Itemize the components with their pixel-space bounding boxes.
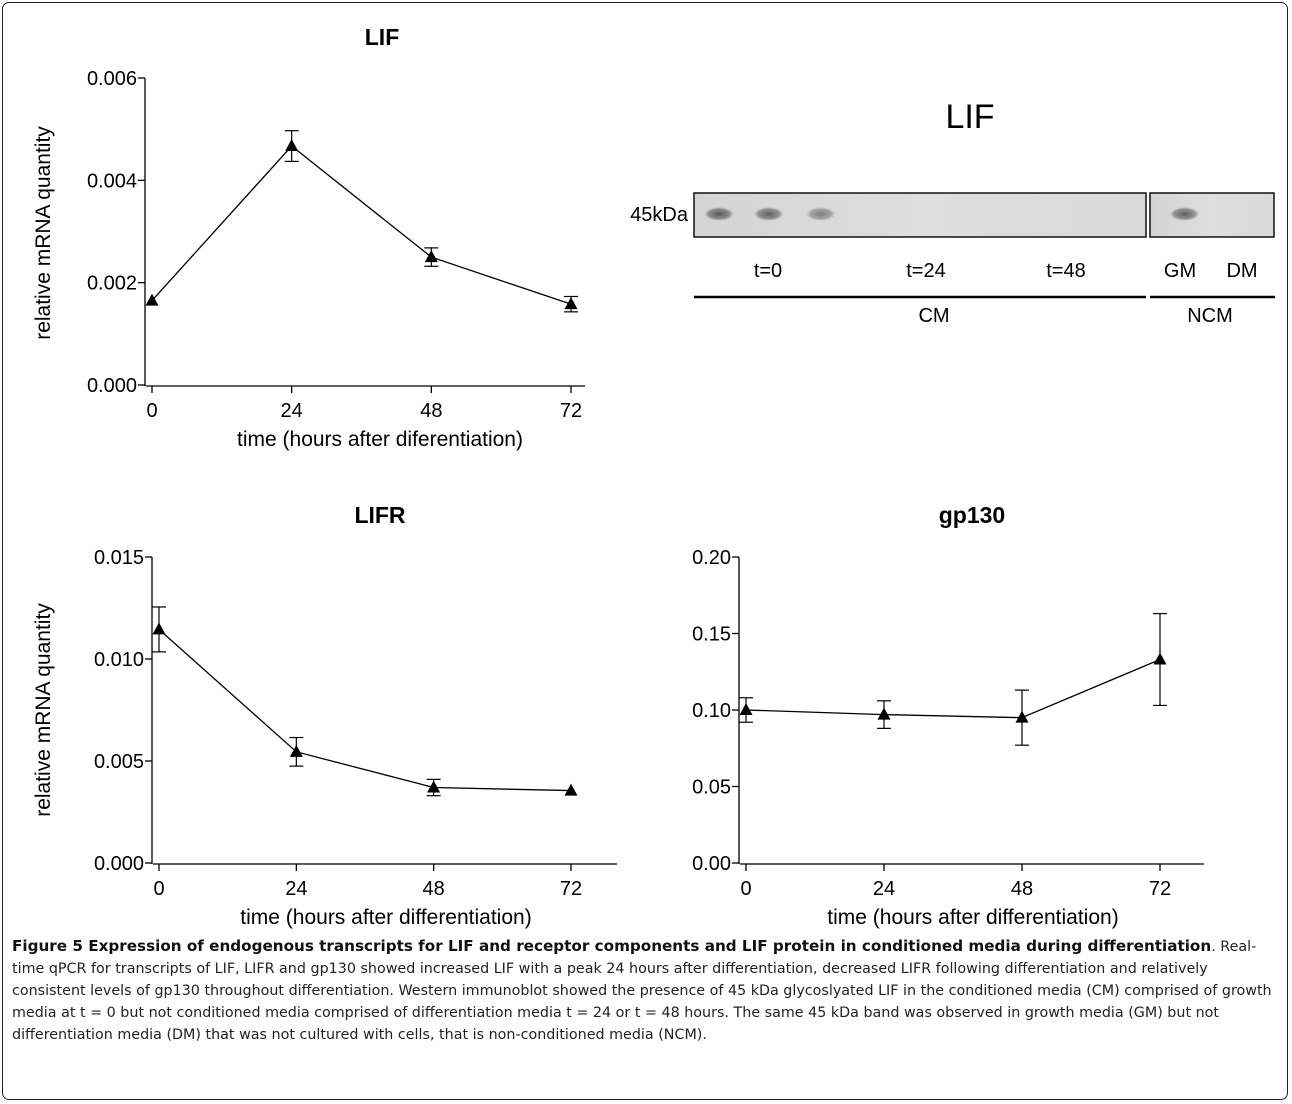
blot-panel-ncm [1149,192,1275,238]
x-tick-label: 24 [873,878,895,900]
figure-caption: Figure 5 Expression of endogenous transc… [12,935,1280,1046]
x-tick-label: 72 [560,400,582,422]
x-tick-label: 0 [740,878,751,900]
chart-lifr: LIFR relative mRNA quantity time (hours … [32,502,617,929]
chart-gp130: gp130 time (hours after differentiation)… [692,502,1204,929]
y-tick-label: 0.000 [94,853,144,875]
y-tick-label: 0.00 [692,853,731,875]
y-axis-label: relative mRNA quantity [32,603,55,817]
data-point [289,744,303,757]
data-point [877,707,891,720]
blot-size-label: 45kDa [630,204,689,226]
data-point [285,139,299,152]
series-line [745,658,1161,719]
y-tick-label: 0.006 [87,68,137,90]
y-tick-label: 0.20 [692,547,731,569]
chart-lif: LIF relative mRNA quantity time (hours a… [32,24,585,451]
x-tick-label: 72 [560,878,582,900]
plot-area: 0.00 0.05 0.10 0.15 0.20 0 24 48 72 [692,547,1204,900]
data-point [427,780,441,793]
x-axis-label: time (hours after differentiation) [240,906,531,929]
y-tick-label: 0.005 [94,751,144,773]
y-tick-label: 0.10 [692,700,731,722]
lane-label-gm: GM [1164,260,1196,282]
blot-band [1169,207,1200,221]
x-axis-label: time (hours after differentiation) [827,906,1118,929]
caption-title: Figure 5 Expression of endogenous transc… [12,937,1212,955]
blot-band [753,207,784,221]
lane-label-t0: t=0 [754,260,782,282]
x-tick-label: 24 [281,400,303,422]
y-tick-label: 0.05 [692,777,731,799]
x-tick-label: 48 [420,400,442,422]
lane-label-t24: t=24 [906,260,945,282]
caption-body: . Real-time qPCR for transcripts of LIF,… [12,939,1272,1043]
y-tick-label: 0.010 [94,649,144,671]
x-tick-label: 48 [1011,878,1033,900]
blot-title: LIF [945,98,994,136]
group-label-ncm: NCM [1187,305,1233,327]
data-point [424,250,438,263]
series-line [151,145,572,305]
data-point [564,783,578,796]
data-point [1153,652,1167,665]
lane-label-t48: t=48 [1046,260,1085,282]
y-tick-label: 0.004 [87,170,137,192]
x-tick-label: 48 [423,878,445,900]
y-tick-label: 0.015 [94,547,144,569]
lane-label-dm: DM [1226,260,1257,282]
y-tick-label: 0.002 [87,273,137,295]
data-point [564,297,578,310]
blot-band [704,207,735,221]
y-axis-label: relative mRNA quantity [32,126,55,340]
data-point [739,703,753,715]
data-point [152,622,166,635]
x-axis-label: time (hours after diferentiation) [237,428,523,451]
x-tick-label: 0 [153,878,164,900]
plot-area: 0.000 0.005 0.010 0.015 0 24 48 72 [94,547,617,900]
data-point [145,293,159,306]
figure-canvas: LIF relative mRNA quantity time (hours a… [32,24,1275,929]
chart-title: LIF [365,24,400,50]
blot-bands [704,207,1200,221]
data-point [1015,710,1029,723]
blot-band [805,207,836,221]
x-tick-label: 0 [146,400,157,422]
chart-title: gp130 [939,502,1005,528]
y-tick-label: 0.15 [692,624,731,646]
plot-area: 0.000 0.002 0.004 0.006 0 24 48 72 [87,68,585,422]
x-tick-label: 72 [1149,878,1171,900]
chart-title: LIFR [354,502,405,528]
series-line [158,628,572,792]
x-tick-label: 24 [285,878,307,900]
western-blot: LIF 45kDa t=0 t=24 t=48 GM DM CM NCM [630,98,1275,327]
group-label-cm: CM [918,305,949,327]
y-tick-label: 0.000 [87,375,137,397]
